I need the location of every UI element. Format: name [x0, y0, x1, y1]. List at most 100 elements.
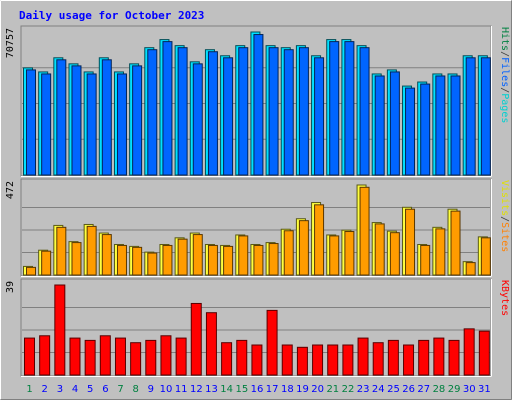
- bar-kbytes-kbytes-day-9: [145, 339, 157, 376]
- bar-hits-files-day-6: [101, 59, 112, 176]
- bar-hits-files-day-26: [405, 87, 416, 176]
- x-tick-label-24: 24: [372, 384, 385, 395]
- bar-visits-sites-day-21: [329, 235, 340, 276]
- bar-hits-files-day-27: [420, 83, 431, 176]
- scale-label-kbytes: 39: [5, 281, 16, 293]
- x-tick-label-19: 19: [296, 384, 309, 395]
- bar-kbytes-kbytes-day-2: [39, 335, 51, 376]
- bar-hits-files-day-31: [480, 57, 491, 176]
- bar-kbytes-kbytes-day-12: [190, 302, 202, 376]
- bar-kbytes-kbytes-day-26: [403, 344, 415, 376]
- bar-visits-sites-day-6: [101, 234, 112, 276]
- legend-visits: Visits/Sites: [499, 180, 510, 252]
- x-tick-label-23: 23: [357, 384, 370, 395]
- bar-kbytes-kbytes-day-6: [99, 335, 111, 376]
- x-tick-label-13: 13: [205, 384, 218, 395]
- bar-visits-sites-day-13: [207, 244, 218, 276]
- bar-visits-sites-day-31: [480, 237, 491, 276]
- bar-visits-sites-day-14: [223, 245, 234, 276]
- bar-kbytes-kbytes-day-3: [54, 284, 66, 376]
- x-tick-label-14: 14: [220, 384, 233, 395]
- x-tick-label-18: 18: [281, 384, 294, 395]
- x-tick-label-11: 11: [175, 384, 188, 395]
- bar-hits-files-day-5: [86, 73, 97, 176]
- bar-kbytes-kbytes-day-28: [433, 337, 445, 376]
- bar-kbytes-kbytes-day-10: [160, 335, 172, 376]
- bar-visits-sites-day-18: [283, 230, 294, 276]
- bar-hits-files-day-22: [344, 41, 355, 176]
- bar-visits-sites-day-25: [389, 232, 400, 276]
- x-tick-label-3: 3: [57, 384, 63, 395]
- bar-visits-sites-day-23: [359, 186, 370, 276]
- legend-hits: Hits/Files/Pages: [499, 27, 510, 123]
- x-tick-label-21: 21: [326, 384, 339, 395]
- bar-visits-sites-day-20: [314, 204, 325, 276]
- bar-hits-files-day-24: [374, 75, 385, 176]
- x-axis-labels: 1 2 3 4 5 6 7 8 9 10 11 12 13 14 15 16 17 18 19 20 21 22 23 24 2…: [26, 384, 490, 395]
- x-tick-label-5: 5: [87, 384, 93, 395]
- bar-kbytes-kbytes-day-30: [463, 328, 475, 376]
- bar-kbytes-kbytes-day-8: [130, 342, 142, 376]
- bar-kbytes-kbytes-day-13: [205, 312, 217, 376]
- x-tick-label-7: 7: [117, 384, 123, 395]
- x-tick-label-22: 22: [342, 384, 355, 395]
- bar-visits-sites-day-4: [71, 242, 82, 276]
- x-tick-label-25: 25: [387, 384, 400, 395]
- bar-visits-sites-day-30: [465, 262, 476, 276]
- bar-hits-files-day-29: [450, 75, 461, 176]
- legend-sites: Sites: [499, 222, 510, 252]
- bar-kbytes-kbytes-day-15: [236, 339, 248, 376]
- bar-kbytes-kbytes-day-21: [327, 344, 339, 376]
- bar-hits-files-day-15: [238, 47, 249, 176]
- bar-kbytes-kbytes-day-11: [175, 337, 187, 376]
- legend-separator: /: [499, 87, 510, 93]
- bar-visits-sites-day-27: [420, 244, 431, 276]
- x-tick-label-27: 27: [417, 384, 430, 395]
- bar-visits-sites-day-22: [344, 231, 355, 276]
- bar-kbytes-kbytes-day-20: [312, 344, 324, 376]
- legend-pages: Pages: [499, 93, 510, 123]
- bar-kbytes-kbytes-day-1: [24, 337, 35, 376]
- scale-label-hits: 70757: [5, 28, 16, 58]
- bar-hits-files-day-17: [268, 47, 279, 176]
- x-tick-label-6: 6: [102, 384, 108, 395]
- chart-title: Daily usage for October 2023: [19, 9, 204, 22]
- bar-kbytes-kbytes-day-25: [387, 339, 399, 376]
- bar-kbytes-kbytes-day-19: [296, 346, 308, 376]
- bar-hits-files-day-16: [253, 34, 264, 176]
- bar-hits-files-day-1: [26, 69, 36, 176]
- bar-visits-sites-day-8: [132, 246, 143, 276]
- bar-visits-sites-day-17: [268, 243, 279, 276]
- x-tick-label-2: 2: [42, 384, 48, 395]
- panel-kbytes: 39 KBytes: [5, 278, 510, 377]
- legend-separator: /: [499, 51, 510, 57]
- bar-hits-files-day-7: [116, 73, 127, 176]
- legend-files: Files: [499, 57, 510, 87]
- bar-visits-sites-day-5: [86, 225, 97, 276]
- x-tick-label-4: 4: [72, 384, 78, 395]
- bar-visits-sites-day-26: [405, 208, 416, 276]
- x-tick-label-30: 30: [463, 384, 476, 395]
- bar-kbytes-kbytes-day-17: [266, 309, 278, 376]
- legend-kbytes: KBytes: [499, 280, 510, 316]
- bar-visits-sites-day-10: [162, 244, 173, 276]
- bar-visits-sites-day-29: [450, 210, 461, 276]
- legend-separator: /: [499, 216, 510, 222]
- bar-hits-files-day-12: [192, 63, 203, 176]
- x-tick-label-10: 10: [160, 384, 173, 395]
- bar-hits-files-day-18: [283, 49, 294, 176]
- bar-kbytes-kbytes-day-31: [478, 330, 490, 376]
- x-tick-label-16: 16: [251, 384, 264, 395]
- bar-hits-files-day-28: [435, 75, 446, 176]
- bar-visits-sites-day-9: [147, 252, 158, 276]
- bar-hits-files-day-2: [41, 73, 52, 176]
- bar-hits-files-day-19: [298, 47, 309, 176]
- bar-hits-files-day-23: [359, 47, 370, 176]
- bar-visits-sites-day-7: [116, 244, 127, 276]
- bar-kbytes-kbytes-day-7: [114, 337, 126, 376]
- bar-kbytes-kbytes-day-24: [372, 342, 384, 376]
- bar-hits-files-day-3: [56, 59, 67, 176]
- bar-hits-files-day-14: [223, 57, 234, 176]
